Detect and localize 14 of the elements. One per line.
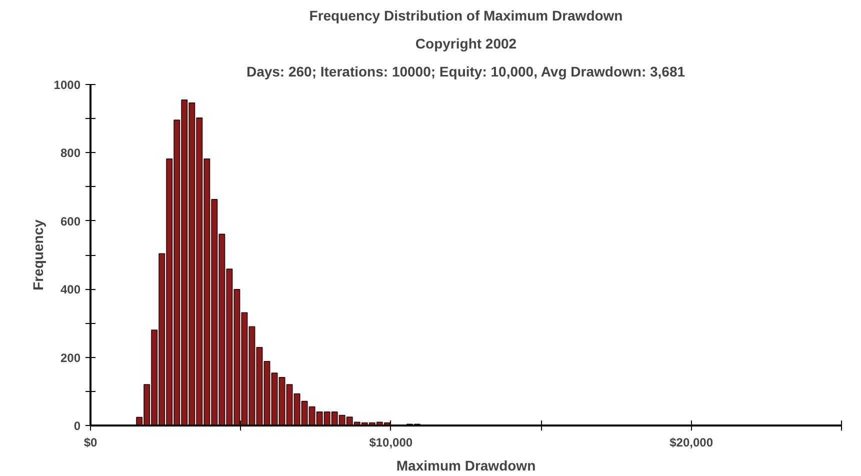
chart-title: Frequency Distribution of Maximum Drawdown — [309, 8, 623, 24]
y-tick-label: 200 — [60, 350, 81, 365]
text: Days: 260; Iterations: 10000; Equity: 10,000, Avg Drawdown: 3,681 — [246, 64, 686, 80]
y-axis-title: Frequency — [30, 219, 46, 290]
text: Copyright 2002 — [415, 36, 517, 52]
x-tick-label: $20,000 — [670, 436, 714, 450]
y-tick-label: 1000 — [54, 78, 81, 92]
y-tick-label: 400 — [60, 282, 81, 297]
x-tick-label: $0 — [84, 436, 98, 450]
x-axis-title: Maximum Drawdown — [396, 458, 536, 474]
y-tick-label: 800 — [60, 146, 81, 160]
x-tick-label: $10,000 — [369, 436, 413, 450]
y-tick-label: 0 — [74, 419, 81, 433]
y-tick-label: 600 — [60, 214, 81, 228]
